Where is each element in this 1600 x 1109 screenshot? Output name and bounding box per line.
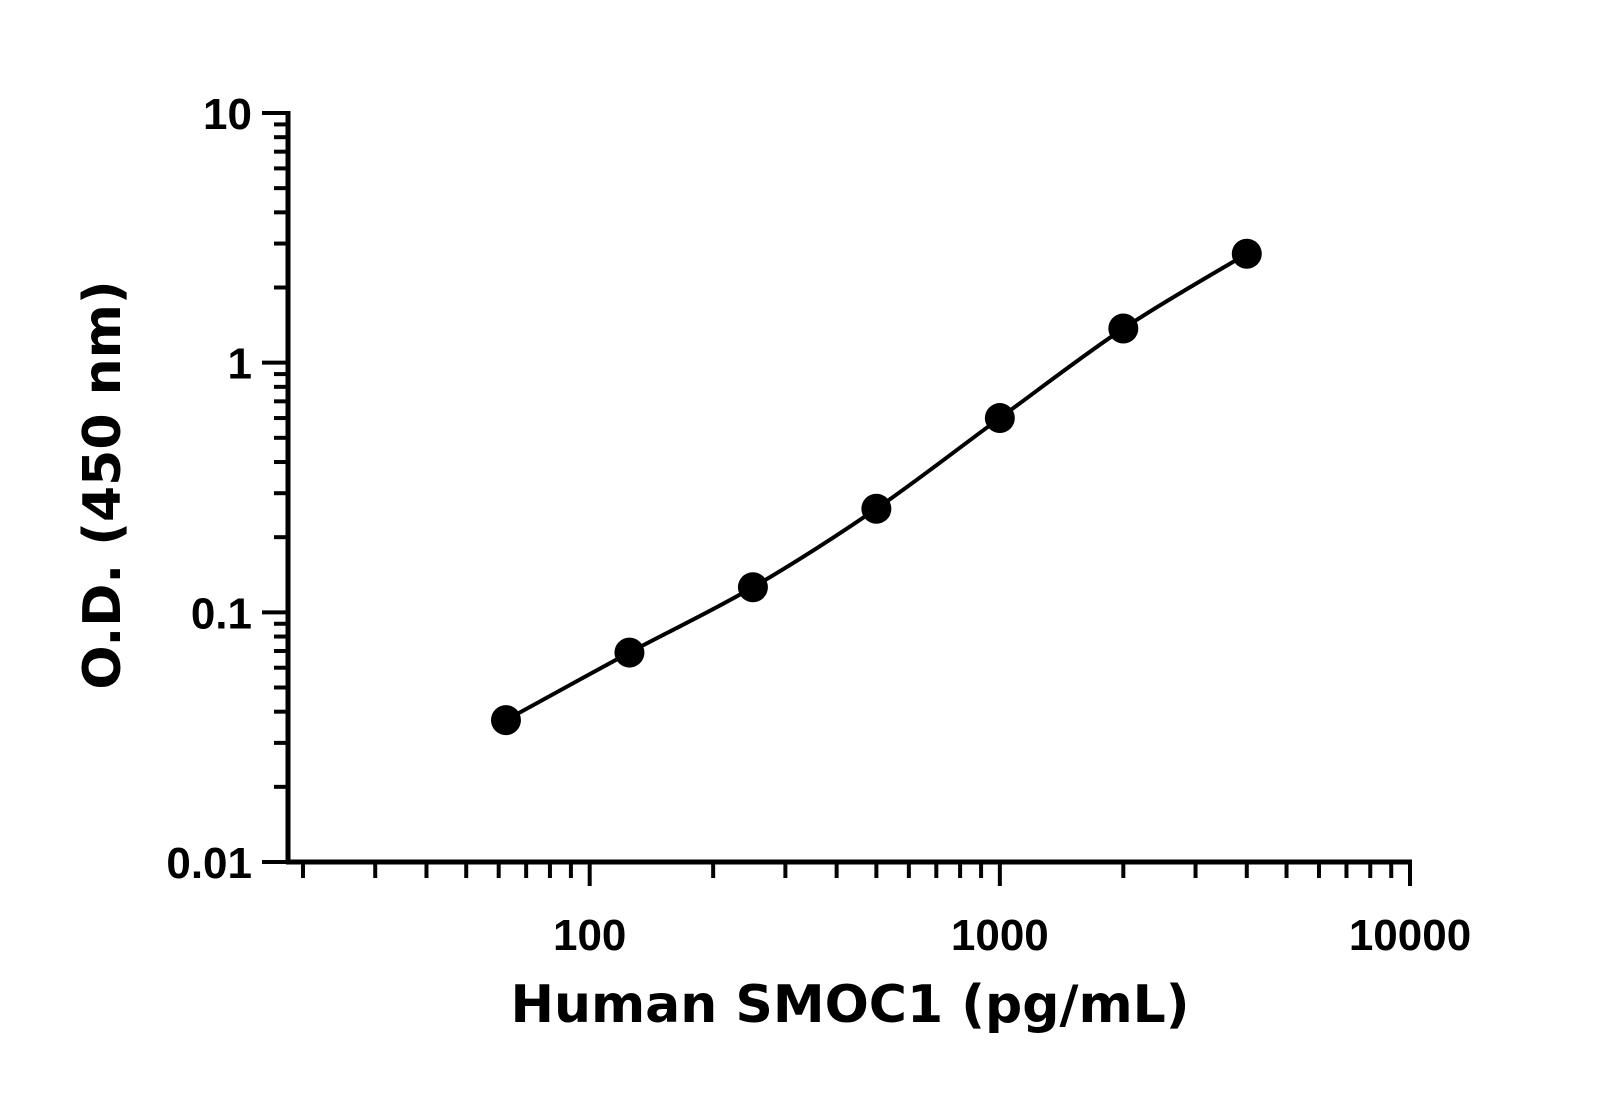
y-tick-label: 0.1	[191, 589, 252, 638]
data-point	[614, 637, 645, 668]
plot-area	[490, 238, 1262, 736]
axes	[262, 111, 1412, 886]
x-tick-label: 1000	[951, 911, 1049, 960]
data-point	[861, 493, 892, 524]
y-tick-label: 1	[228, 340, 252, 389]
y-tick-label: 10	[203, 90, 252, 139]
y-axis-title: O.D. (450 nm)	[73, 280, 133, 689]
data-point	[1231, 238, 1262, 269]
x-axis-title: Human SMOC1 (pg/mL)	[510, 975, 1189, 1035]
data-point	[1108, 313, 1139, 344]
data-point	[490, 705, 521, 736]
data-point	[737, 572, 768, 603]
x-tick-label: 100	[553, 911, 626, 960]
y-tick-label: 0.01	[166, 839, 252, 888]
tick-labels: 0.01 0.1 1 10 100 1000 10000	[166, 90, 1471, 960]
data-point	[984, 403, 1015, 434]
x-tick-label: 10000	[1349, 911, 1471, 960]
